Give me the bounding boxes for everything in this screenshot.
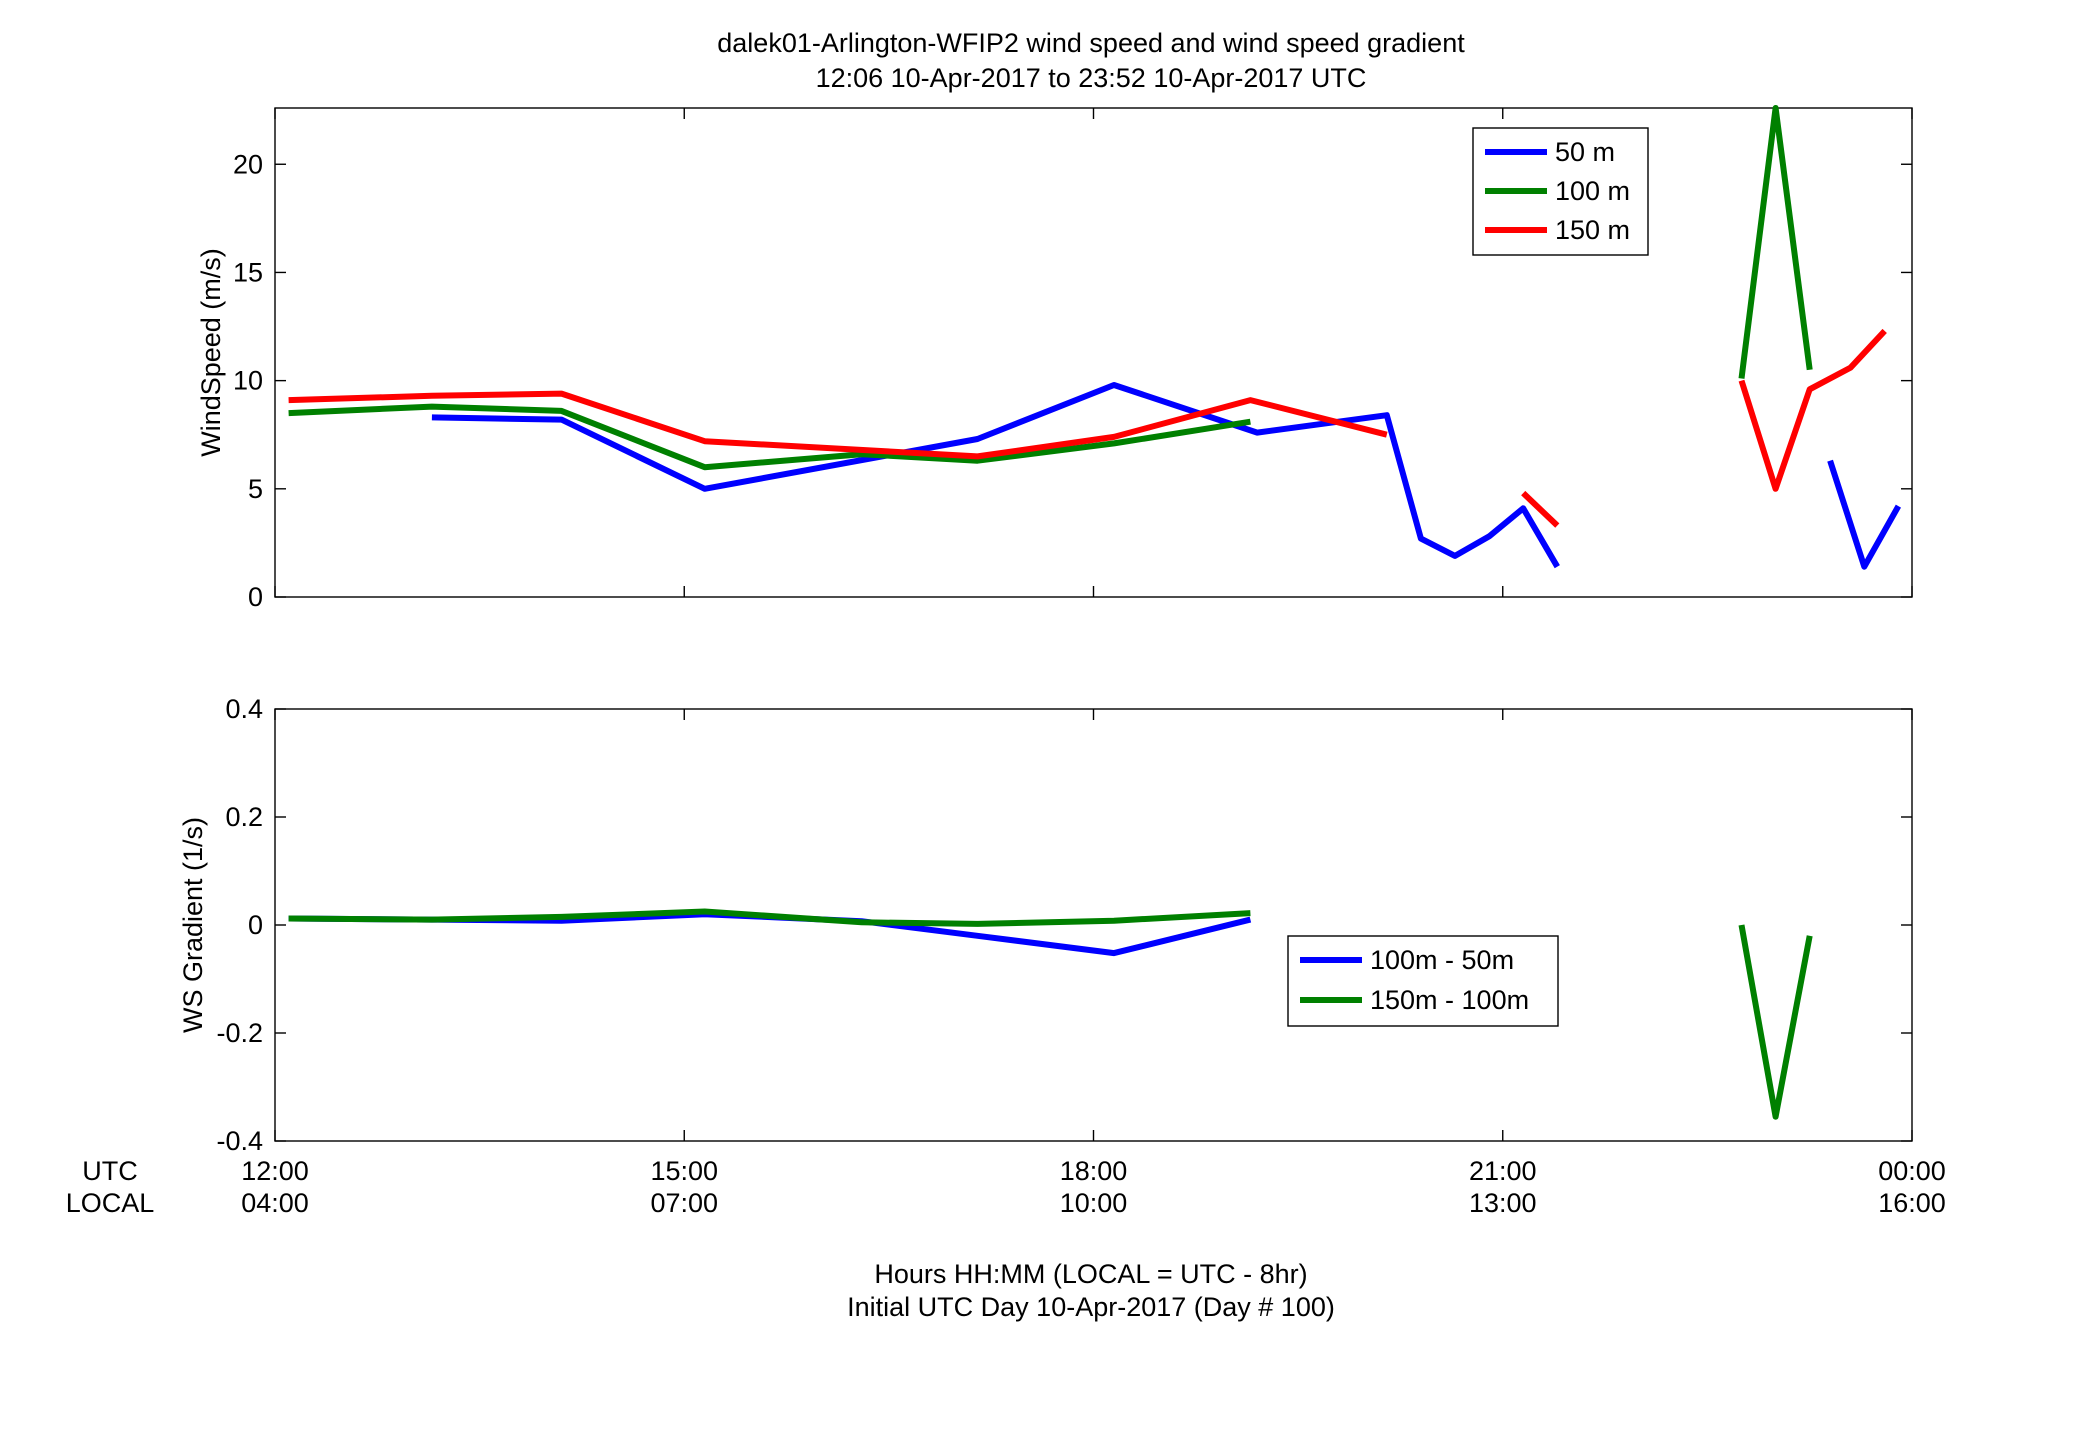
y-tick-label: 15 <box>233 257 263 287</box>
y-tick-label: 20 <box>233 149 263 179</box>
chart-subtitle: 12:06 10-Apr-2017 to 23:52 10-Apr-2017 U… <box>816 63 1367 93</box>
legend-label: 100 m <box>1555 176 1630 206</box>
utc-row-label: UTC <box>82 1156 138 1186</box>
x-tick-label-utc: 15:00 <box>650 1156 718 1186</box>
y-tick-label: 0.2 <box>225 802 263 832</box>
series-line-50m <box>431 382 1560 569</box>
legend-label: 100m - 50m <box>1370 945 1514 975</box>
x-axis-sublabel: Initial UTC Day 10-Apr-2017 (Day # 100) <box>847 1292 1335 1322</box>
y-tick-label: 0 <box>248 582 263 612</box>
windspeed-panel: 0 5 10 15 20 WindSpeed (m/s) 50 m 100 m 150 m <box>196 105 1913 612</box>
local-row-label: LOCAL <box>66 1188 155 1218</box>
series-line-150m <box>288 390 1388 460</box>
x-tick-label-local: 16:00 <box>1878 1188 1946 1218</box>
plot-area-frame <box>274 708 1913 1142</box>
series-line-150m-100m <box>288 908 1251 927</box>
series-line-100m <box>1738 105 1813 379</box>
gradient-panel: -0.4 -0.2 0 0.2 0.4 WS Gradient (1/s) 100m - 5… <box>178 694 1913 1156</box>
series-line-150m <box>1738 328 1887 492</box>
series-line-150m-100m <box>1738 924 1813 1120</box>
y-tick-label: -0.4 <box>216 1126 263 1156</box>
x-tick-label-utc: 12:00 <box>241 1156 309 1186</box>
y-axis-label: WindSpeed (m/s) <box>196 248 226 457</box>
x-tick-label-local: 04:00 <box>241 1188 309 1218</box>
y-tick-label: -0.2 <box>216 1018 263 1048</box>
x-tick-label-utc: 21:00 <box>1469 1156 1537 1186</box>
legend-label: 150 m <box>1555 215 1630 245</box>
x-tick-label-utc: 00:00 <box>1878 1156 1946 1186</box>
y-tick-label: 0.4 <box>225 694 263 724</box>
y-tick-label: 0 <box>248 910 263 940</box>
x-tick-label-local: 07:00 <box>650 1188 718 1218</box>
x-axis-label: Hours HH:MM (LOCAL = UTC - 8hr) <box>874 1259 1307 1289</box>
y-tick-label: 10 <box>233 366 263 396</box>
legend-box <box>1287 935 1559 1027</box>
series-line-100m <box>288 403 1251 471</box>
series-line-150m <box>1521 490 1560 528</box>
y-tick-label: 5 <box>248 474 263 504</box>
y-axis-label: WS Gradient (1/s) <box>178 817 208 1033</box>
legend-label: 50 m <box>1555 137 1615 167</box>
chart-title: dalek01-Arlington-WFIP2 wind speed and w… <box>717 28 1465 58</box>
legend-label: 150m - 100m <box>1370 985 1529 1015</box>
x-tick-label-local: 13:00 <box>1469 1188 1537 1218</box>
x-tick-label-local: 10:00 <box>1060 1188 1128 1218</box>
series-line-50m <box>1827 459 1902 570</box>
plot-area-frame <box>274 107 1913 598</box>
x-tick-label-utc: 18:00 <box>1060 1156 1128 1186</box>
